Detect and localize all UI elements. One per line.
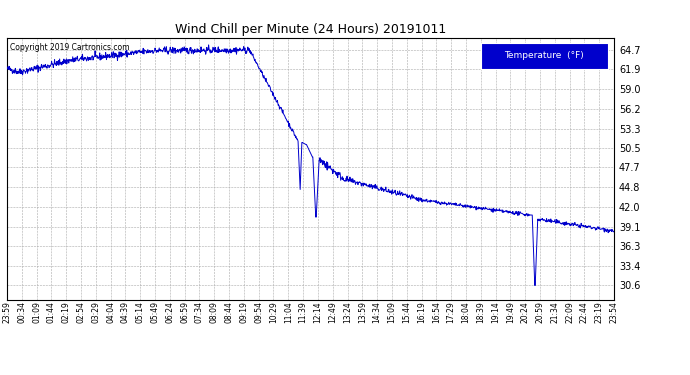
Text: Copyright 2019 Cartronics.com: Copyright 2019 Cartronics.com (10, 43, 130, 52)
Title: Wind Chill per Minute (24 Hours) 20191011: Wind Chill per Minute (24 Hours) 2019101… (175, 23, 446, 36)
